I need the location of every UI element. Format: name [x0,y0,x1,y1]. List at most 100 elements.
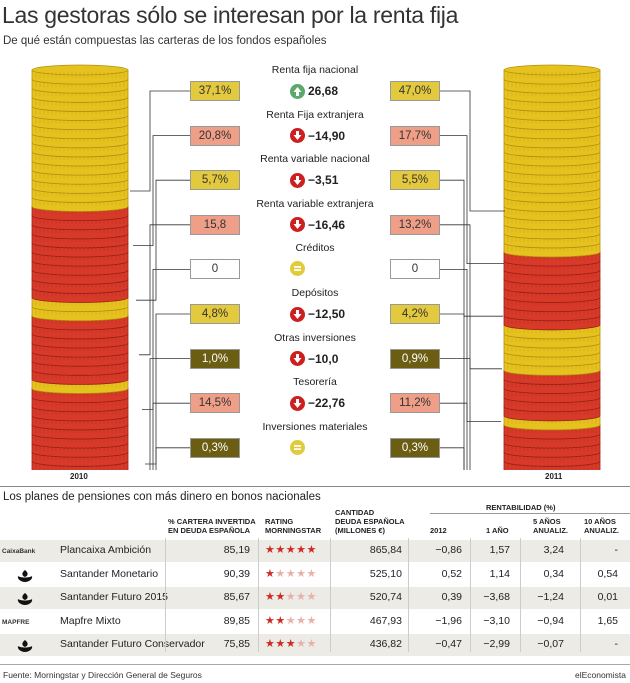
change-indicator: 26,68 [290,83,410,99]
star-icon: ★ [306,591,317,603]
category-label: Otras inversiones [150,331,480,344]
star-icon: ★ [265,614,276,627]
category-text: Depósitos [288,287,342,299]
change-indicator: −14,90 [290,128,410,144]
arrow-down-icon [290,172,305,188]
cell-pct: 85,67 [223,591,250,603]
change-value: −10,0 [308,351,339,366]
header-5anos-line2: ANUALIZ. [533,526,568,535]
brand-credit: elEconomista [574,670,626,680]
value-box-2010: 14,5% [190,393,240,414]
category-text: Renta variable extranjera [253,197,377,210]
cell-y10: 0,54 [597,567,618,580]
cell-y10: - [614,638,619,650]
table-row: CaixaBank Plancaixa Ambición 85,19 865,84 −0… [0,540,630,562]
divider-top [0,486,630,487]
column-divider [520,538,521,652]
cell-name: Santander Futuro Conservador [60,638,205,650]
value-box-2010: 5,7% [190,170,240,191]
connector-left-8 [155,447,190,470]
change-indicator: −10,0 [290,351,410,367]
source-note: Fuente: Morningstar y Dirección General … [3,670,202,680]
star-icon: ★ [285,614,297,627]
coin-2010-0 [31,64,129,85]
value-box-2011: 4,2% [390,304,440,324]
star-icon: ★ [296,544,307,556]
logo-text: CaixaBank [2,548,36,555]
header-5anos: 5 AÑOS ANUALIZ. [533,517,583,535]
value-box-2010: 37,1% [190,81,240,101]
connector-right-6 [440,358,471,470]
cell-amount: 467,93 [369,614,402,627]
category-text: Inversiones materiales [259,420,371,433]
cell-y5: −1,24 [537,591,564,603]
santander-flame-icon [2,592,48,605]
caixa-star-icon: CaixaBank [2,545,48,558]
table-row: Santander Futuro Conservador 75,85 436,82 −… [0,634,630,656]
value-box-2010: 0,3% [190,437,240,458]
star-icon: ★ [265,638,276,650]
cell-y5: −0,94 [537,614,564,627]
column-divider [580,538,581,652]
arrow-down-icon [290,306,305,322]
cell-y2012: 0,52 [441,567,462,580]
change-value: −16,46 [308,217,346,232]
header-amount-line2: DEUDA ESPAÑOLA [335,517,405,526]
cell-amount: 525,10 [369,567,402,580]
rating-stars: ★★★★★ [265,567,317,580]
table-title: Los planes de pensiones con más dinero e… [3,491,321,503]
page-subtitle: De qué están compuestas las carteras de … [3,35,327,47]
change-indicator: −22,76 [290,395,410,411]
header-pct-line2: EN DEUDA ESPAÑOLA [168,526,251,535]
star-icon: ★ [306,638,317,650]
star-icon: ★ [275,591,286,603]
header-2012: 2012 [430,526,447,535]
cell-name: Plancaixa Ambición [60,544,152,556]
category-label: Renta Fija extranjera [150,108,480,121]
logo-text: MAPFRE [2,618,30,626]
star-icon: ★ [285,544,297,556]
table-row: Santander Futuro 2015 85,67 520,74 0,39 −3,6… [0,587,630,609]
star-icon: ★ [285,567,297,580]
arrow-down-icon [290,395,305,411]
value-box-2010: 20,8% [190,125,240,146]
value-box-2010: 0 [190,259,240,280]
rating-stars: ★★★★★ [265,637,317,650]
coin-2011-0 [503,64,601,85]
value-box-2011: 5,5% [390,170,440,191]
cell-pct: 85,19 [223,544,250,556]
value-box-2011: 11,2% [390,393,440,414]
category-text: Otras inversiones [271,331,359,344]
arrow-down-icon [290,217,305,233]
connector-left-5 [145,313,190,465]
header-5anos-line1: 5 AÑOS [533,517,561,526]
header-10anos: 10 AÑOS ANUALIZ. [584,517,630,535]
santander-flame-icon [2,639,48,652]
cell-y5: −0,07 [537,638,564,650]
cell-name: Santander Futuro 2015 [60,591,168,603]
value-box-2011: 0,3% [390,437,440,458]
header-rentabilidad-rule [430,513,630,514]
cell-name: Santander Monetario [60,567,159,580]
value-box-2011: 47,0% [390,81,440,101]
change-indicator: −3,51 [290,172,410,188]
connector-left-0 [130,90,190,192]
category-text: Renta Fija extranjera [263,108,367,121]
cell-y1: −3,68 [483,591,510,603]
cell-amount: 865,84 [369,544,402,556]
year-label-2011: 2011 [545,472,563,481]
cell-y2012: −0,86 [435,544,462,556]
cell-name: Mapfre Mixto [60,614,121,627]
header-amount: CANTIDAD DEUDA ESPAÑOLA (MILLONES €) [335,508,415,535]
connector-left-7 [152,402,190,470]
connector-right-7 [440,402,468,470]
cell-y1: −2,99 [483,638,510,650]
change-indicator [290,261,410,277]
column-divider [330,538,331,652]
column-divider [165,538,166,652]
mapfre-globe-icon: MAPFRE [2,616,48,629]
cell-y10: 0,01 [597,591,618,603]
cell-y1: 1,14 [489,567,510,580]
connector-right-0 [440,90,505,212]
cell-y2012: −1,96 [435,614,462,627]
